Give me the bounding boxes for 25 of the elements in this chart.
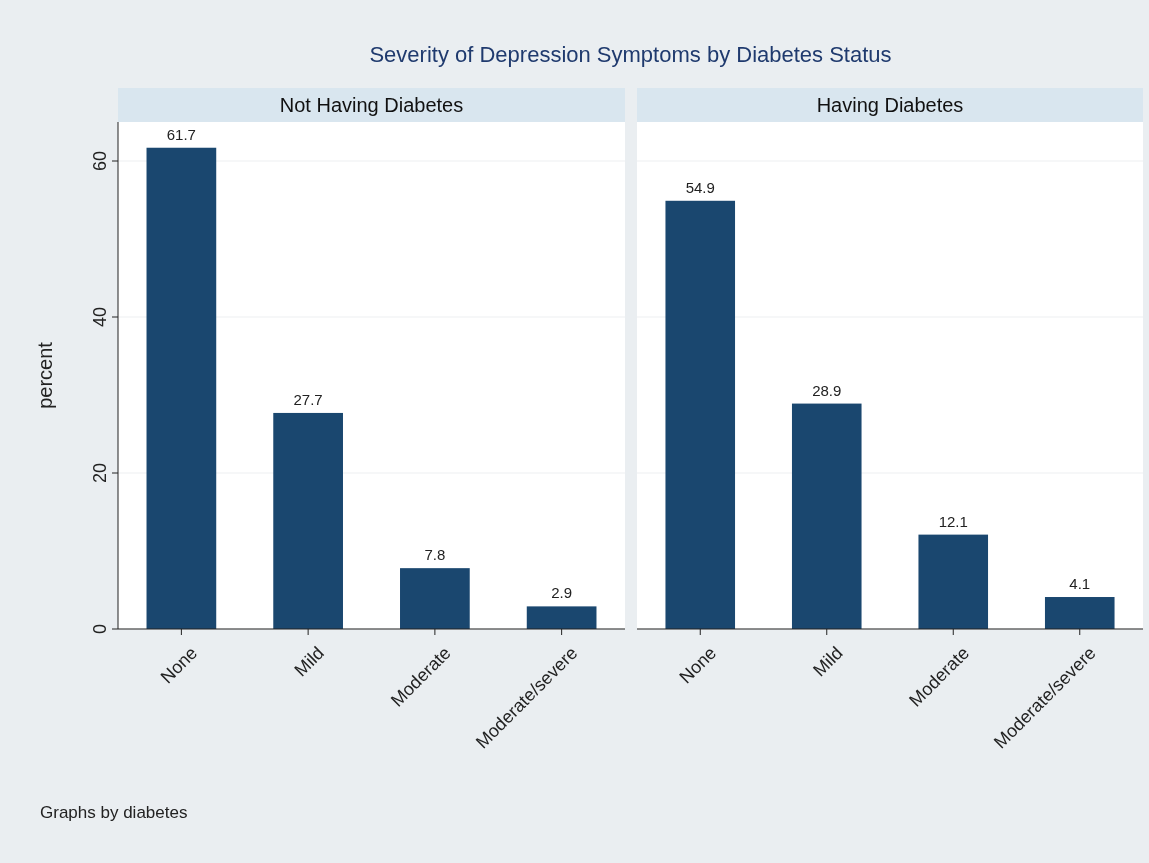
y-tick-label: 40 (90, 306, 110, 328)
chart-title: Not Having Diabetes (279, 94, 464, 116)
bar (526, 606, 597, 629)
bar (400, 568, 470, 629)
data-label: 27.7 (293, 390, 323, 408)
data-label: 28.9 (812, 381, 842, 399)
data-label: 4.1 (1069, 575, 1091, 593)
data-label: 2.9 (551, 584, 573, 602)
y-tick-label: 0 (90, 623, 110, 635)
bar (791, 403, 862, 629)
data-label: 7.8 (424, 546, 446, 564)
bar (1044, 597, 1115, 629)
y-tick-label: 60 (90, 150, 110, 172)
text: Graphs by diabetes (40, 803, 188, 822)
chart-title: Having Diabetes (816, 94, 964, 116)
data-label: 54.9 (685, 178, 715, 196)
y-tick-label: 20 (90, 462, 110, 484)
data-label: 12.1 (938, 512, 968, 530)
y-axis-title: percent (34, 341, 56, 409)
bar (146, 147, 217, 629)
data-label: 61.7 (166, 125, 196, 143)
bar (273, 412, 343, 629)
text: Severity of Depression Symptoms by Diabetes Status (369, 42, 892, 67)
bar (918, 534, 989, 629)
bar (665, 200, 736, 629)
